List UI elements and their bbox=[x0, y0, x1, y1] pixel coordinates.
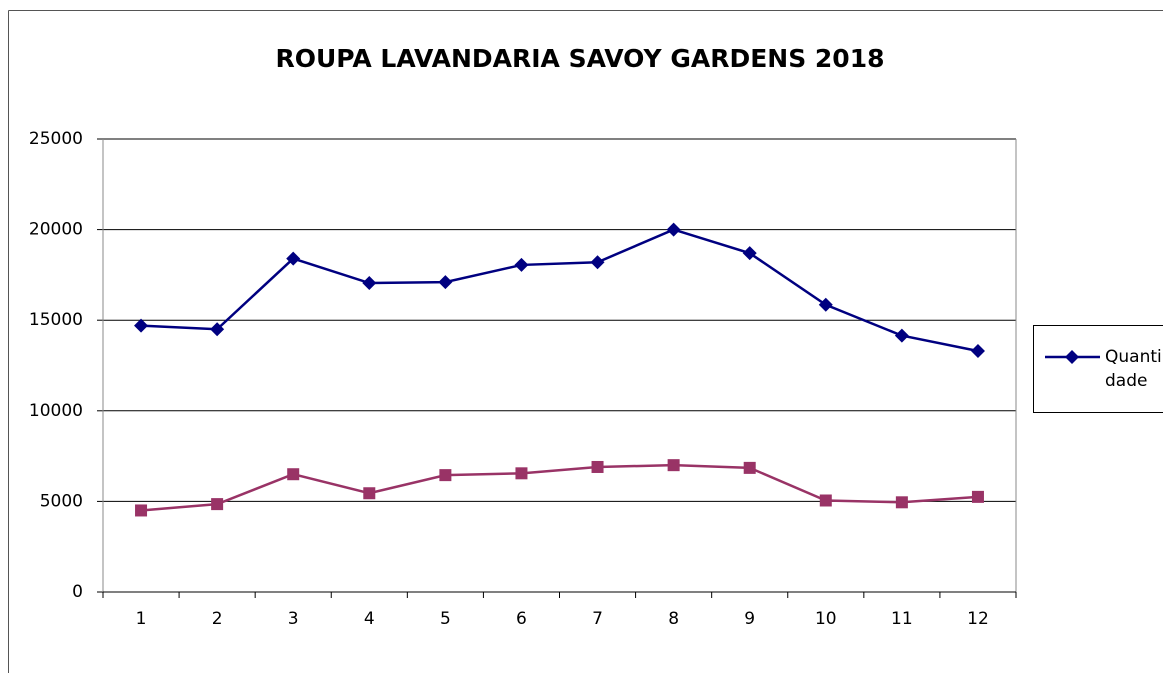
legend-box bbox=[1033, 325, 1163, 413]
x-tick-label: 9 bbox=[744, 609, 755, 629]
marker bbox=[514, 257, 529, 272]
y-tick-label: 10000 bbox=[29, 401, 83, 421]
marker bbox=[895, 496, 908, 509]
marker bbox=[743, 461, 756, 474]
marker bbox=[819, 494, 832, 507]
x-tick-label: 10 bbox=[815, 609, 837, 629]
x-tick-label: 6 bbox=[516, 609, 527, 629]
x-tick-label: 12 bbox=[967, 609, 989, 629]
marker bbox=[1065, 350, 1079, 364]
x-tick-label: 11 bbox=[891, 609, 913, 629]
marker bbox=[287, 468, 300, 481]
x-tick-label: 2 bbox=[212, 609, 223, 629]
series-line bbox=[140, 228, 979, 353]
marker bbox=[438, 275, 453, 290]
marker bbox=[211, 498, 224, 511]
marker bbox=[818, 297, 833, 312]
marker bbox=[667, 459, 680, 472]
marker bbox=[970, 344, 985, 359]
marker bbox=[363, 487, 376, 500]
y-tick-label: 15000 bbox=[29, 310, 83, 330]
marker bbox=[362, 276, 377, 291]
marker bbox=[590, 255, 605, 270]
chart-title: ROUPA LAVANDARIA SAVOY GARDENS 2018 bbox=[276, 44, 885, 73]
marker bbox=[135, 504, 148, 517]
x-tick-label: 8 bbox=[668, 609, 679, 629]
marker bbox=[286, 251, 301, 266]
x-tick-label: 1 bbox=[136, 609, 147, 629]
marker bbox=[971, 490, 984, 503]
x-tick-label: 7 bbox=[592, 609, 603, 629]
marker bbox=[439, 469, 452, 482]
marker bbox=[515, 467, 528, 480]
marker bbox=[742, 246, 757, 261]
series-line bbox=[140, 463, 979, 512]
marker bbox=[591, 460, 604, 473]
legend-label: Quantidade bbox=[1105, 347, 1162, 391]
y-tick-label: 25000 bbox=[29, 129, 83, 149]
y-tick-label: 0 bbox=[72, 582, 83, 602]
marker bbox=[210, 322, 225, 337]
marker bbox=[666, 222, 681, 237]
marker bbox=[134, 318, 149, 333]
x-tick-label: 5 bbox=[440, 609, 451, 629]
marker bbox=[894, 328, 909, 343]
y-tick-label: 20000 bbox=[29, 220, 83, 240]
x-tick-label: 3 bbox=[288, 609, 299, 629]
y-tick-label: 5000 bbox=[40, 491, 83, 511]
x-tick-label: 4 bbox=[364, 609, 375, 629]
